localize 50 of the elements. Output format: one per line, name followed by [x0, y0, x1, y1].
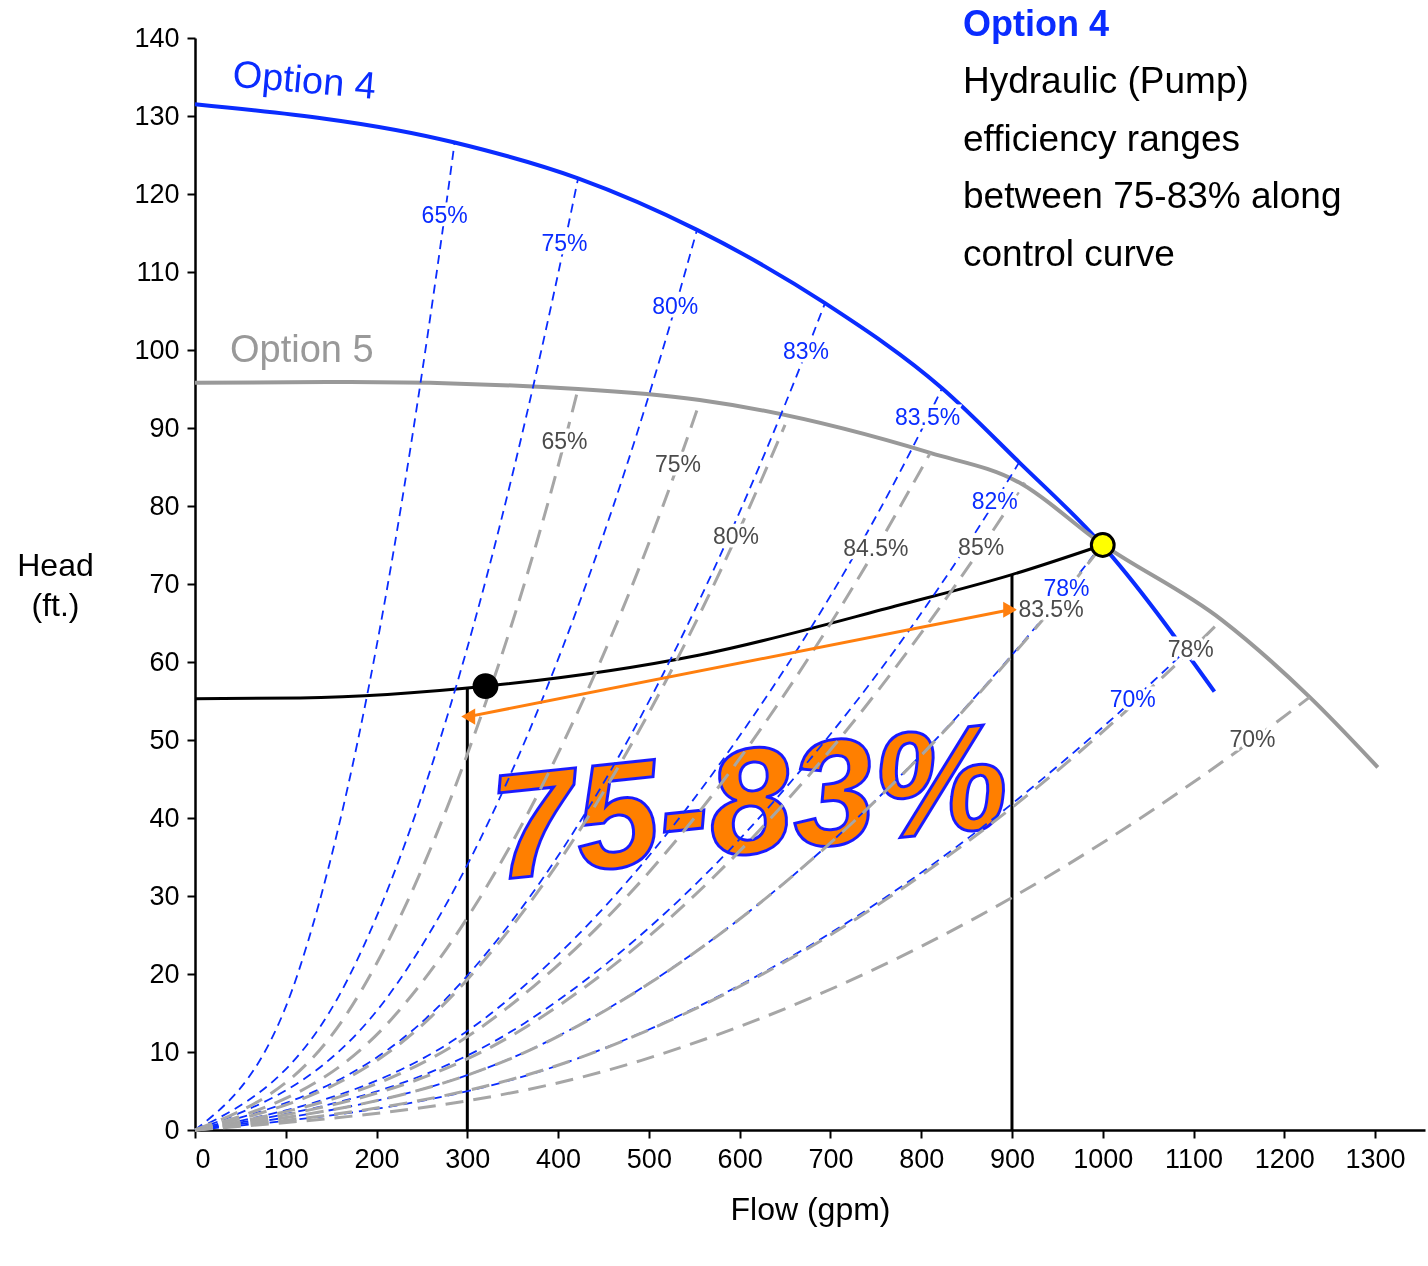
x-tick-label: 400 — [536, 1143, 582, 1174]
y-tick-label: 140 — [134, 22, 180, 53]
x-tick-label: 800 — [899, 1143, 945, 1174]
annotation: 75-83% — [483, 690, 1016, 912]
y-tick-label: 100 — [134, 334, 180, 365]
series-label: 83% — [782, 338, 829, 365]
series-label: 83.5% — [1018, 595, 1084, 622]
y-tick-label: 30 — [149, 880, 180, 911]
y-tick-label: 70 — [149, 568, 180, 599]
series-label: 80% — [652, 293, 699, 320]
x-tick-label: 1200 — [1254, 1143, 1315, 1174]
x-tick-label: 0 — [195, 1143, 211, 1174]
series-label: 85% — [958, 534, 1005, 561]
chart-title: Option 4 — [963, 3, 1109, 44]
y-tick-label: 40 — [149, 802, 180, 833]
y-tick-label: 10 — [149, 1036, 180, 1067]
series-label: 70% — [1229, 726, 1276, 752]
series-label: 83.5% — [894, 403, 961, 430]
x-tick-label: 1100 — [1164, 1143, 1224, 1174]
x-tick-label: 500 — [626, 1143, 672, 1174]
x-tick-label: 700 — [808, 1143, 854, 1174]
series-label: Option 5 — [230, 327, 374, 370]
series-label: 80% — [712, 523, 760, 550]
y-tick-label: 110 — [136, 256, 180, 287]
series-label: 84.5% — [843, 534, 909, 561]
series-label: 75% — [654, 450, 701, 477]
y-tick-label: 130 — [134, 100, 180, 131]
x-tick-label: 1000 — [1073, 1143, 1134, 1174]
text: Hydraulic (Pump) efficiency ranges between 75-83% along control curve — [963, 60, 1342, 274]
x-tick-label: 600 — [717, 1143, 763, 1174]
x-tick-label: 900 — [989, 1143, 1036, 1174]
series-label: 65% — [421, 201, 468, 228]
series-label: Option 4 — [231, 52, 378, 107]
y-tick-label: 50 — [149, 724, 180, 755]
x-axis-title: Flow (gpm) — [730, 1190, 891, 1227]
series-label: 82% — [971, 488, 1018, 515]
y-tick-label: 80 — [149, 490, 180, 521]
y-axis-title: Head (ft.) — [17, 546, 94, 623]
y-tick-label: 90 — [149, 412, 180, 443]
series-label: 75% — [541, 229, 588, 256]
x-tick-label: 100 — [263, 1143, 309, 1174]
y-tick-label: 20 — [149, 958, 180, 989]
x-tick-label: 200 — [354, 1143, 400, 1174]
series-label: 65% — [541, 428, 588, 455]
y-tick-label: 120 — [134, 178, 180, 209]
y-tick-label: 60 — [149, 646, 180, 677]
y-tick-label: 0 — [164, 1114, 180, 1145]
series-label: 70% — [1109, 686, 1156, 713]
x-tick-label: 300 — [445, 1143, 491, 1174]
x-tick-label: 1300 — [1345, 1143, 1406, 1174]
